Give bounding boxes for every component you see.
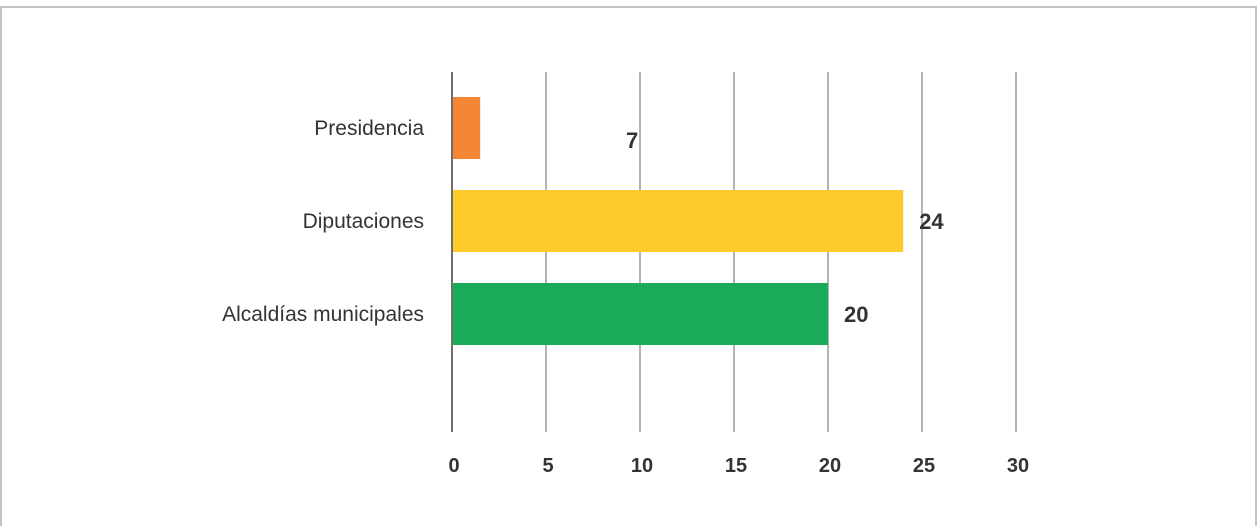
category-label-2: Alcaldías municipales xyxy=(222,303,424,326)
x-tick-label-0: 0 xyxy=(448,455,459,477)
category-label-1: Diputaciones xyxy=(303,210,424,233)
category-labels: Presidencia Diputaciones Alcaldías municip… xyxy=(222,117,424,326)
data-labels: 7 24 20 xyxy=(626,128,944,327)
x-tick-label-20: 20 xyxy=(819,455,841,477)
x-tick-label-15: 15 xyxy=(725,455,747,477)
data-label-1: 24 xyxy=(919,209,944,234)
x-tick-label-25: 25 xyxy=(913,455,935,477)
category-label-0: Presidencia xyxy=(314,117,424,140)
data-label-2: 20 xyxy=(844,302,868,327)
bar-2 xyxy=(452,283,828,345)
data-label-0: 7 xyxy=(626,128,638,153)
x-tick-labels: 0 5 10 15 20 25 30 xyxy=(448,455,1029,477)
chart-frame xyxy=(0,6,1257,526)
bars xyxy=(452,97,904,345)
x-tick-label-10: 10 xyxy=(631,455,653,477)
x-tick-label-5: 5 xyxy=(542,455,553,477)
bar-0 xyxy=(452,97,481,159)
x-tick-label-30: 30 xyxy=(1007,455,1029,477)
bar-1 xyxy=(452,190,904,252)
